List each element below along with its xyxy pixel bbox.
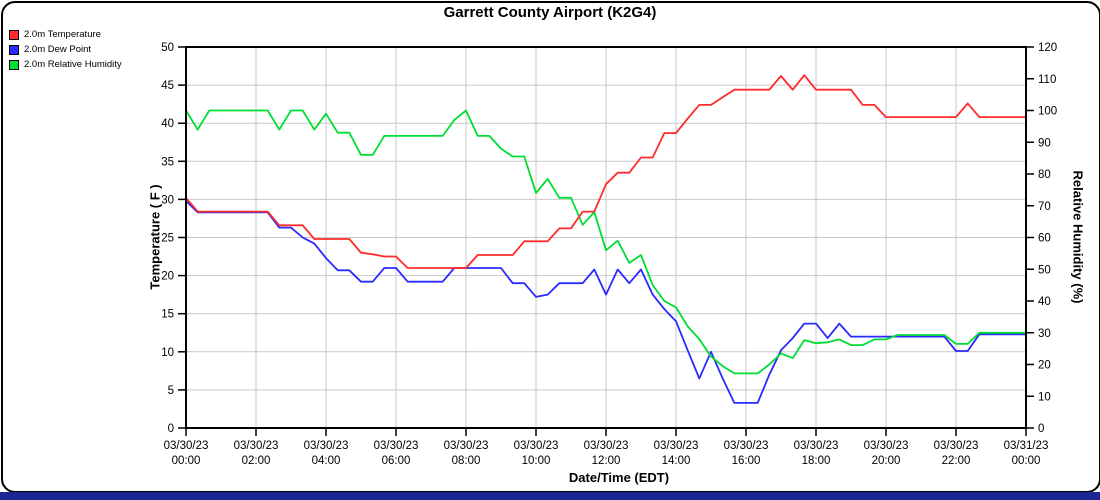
y-right-tick-label: 60 bbox=[1038, 233, 1051, 245]
y-right-tick-label: 70 bbox=[1038, 201, 1051, 213]
x-tick-label-time: 10:00 bbox=[522, 455, 551, 467]
y-left-tick-label: 30 bbox=[161, 194, 174, 206]
y-right-tick-label: 30 bbox=[1038, 328, 1051, 340]
y-left-tick-label: 50 bbox=[161, 42, 174, 54]
x-tick-label-time: 22:00 bbox=[942, 455, 971, 467]
x-tick-label-date: 03/30/23 bbox=[794, 440, 839, 452]
x-tick-label-date: 03/30/23 bbox=[724, 440, 769, 452]
x-tick-label-time: 00:00 bbox=[1012, 455, 1041, 467]
y-right-tick-label: 100 bbox=[1038, 106, 1057, 118]
x-tick-label-date: 03/30/23 bbox=[934, 440, 979, 452]
y-left-tick-label: 15 bbox=[161, 309, 174, 321]
y-right-tick-label: 0 bbox=[1038, 423, 1044, 435]
legend-item-1: 2.0m Dew Point bbox=[9, 42, 122, 57]
legend-label: 2.0m Relative Humidity bbox=[24, 59, 122, 70]
x-tick-label-date: 03/30/23 bbox=[234, 440, 279, 452]
x-tick-label-date: 03/30/23 bbox=[164, 440, 209, 452]
x-tick-label-date: 03/30/23 bbox=[864, 440, 909, 452]
bottom-window-strip bbox=[0, 492, 1100, 500]
x-tick-label-time: 00:00 bbox=[172, 455, 201, 467]
y-left-tick-label: 35 bbox=[161, 156, 174, 168]
y-left-tick-label: 40 bbox=[161, 118, 174, 130]
x-axis-label-datetime: Date/Time (EDT) bbox=[568, 470, 670, 485]
y-right-tick-label: 90 bbox=[1038, 137, 1051, 149]
x-tick-label-date: 03/30/23 bbox=[374, 440, 419, 452]
x-tick-label-time: 08:00 bbox=[452, 455, 481, 467]
y-right-tick-label: 50 bbox=[1038, 264, 1051, 276]
x-tick-label-time: 18:00 bbox=[802, 455, 831, 467]
y-right-tick-label: 20 bbox=[1038, 360, 1051, 372]
chart-title: Garrett County Airport (K2G4) bbox=[443, 4, 657, 21]
legend-item-0: 2.0m Temperature bbox=[9, 27, 122, 42]
legend-label: 2.0m Dew Point bbox=[24, 44, 92, 55]
y-left-tick-label: 25 bbox=[161, 233, 174, 245]
y-right-tick-label: 40 bbox=[1038, 296, 1051, 308]
y-left-tick-label: 0 bbox=[168, 423, 174, 435]
y-left-tick-label: 10 bbox=[161, 347, 174, 359]
y-left-tick-label: 20 bbox=[161, 271, 174, 283]
series-line-2-0m-dew-point bbox=[185, 200, 1026, 404]
x-tick-label-time: 02:00 bbox=[242, 455, 271, 467]
legend-item-2: 2.0m Relative Humidity bbox=[9, 57, 122, 72]
x-tick-label-date: 03/30/23 bbox=[444, 440, 489, 452]
x-tick-label-time: 16:00 bbox=[732, 455, 761, 467]
legend-swatch-icon bbox=[9, 29, 19, 40]
y-right-tick-label: 110 bbox=[1038, 74, 1056, 86]
x-tick-label-date: 03/30/23 bbox=[304, 440, 349, 452]
x-tick-label-time: 14:00 bbox=[662, 455, 691, 467]
y-right-tick-label: 10 bbox=[1038, 391, 1051, 403]
x-tick-label-time: 04:00 bbox=[312, 455, 341, 467]
y-right-tick-label: 80 bbox=[1038, 169, 1051, 181]
y-right-tick-label: 120 bbox=[1038, 42, 1057, 54]
x-tick-label-time: 20:00 bbox=[872, 455, 901, 467]
x-tick-label-time: 06:00 bbox=[382, 455, 411, 467]
x-tick-label-date: 03/30/23 bbox=[584, 440, 629, 452]
x-tick-label-date: 03/30/23 bbox=[654, 440, 699, 452]
legend-swatch-icon bbox=[9, 59, 19, 70]
legend-swatch-icon bbox=[9, 44, 19, 55]
y-left-tick-label: 5 bbox=[168, 385, 174, 397]
series-line-2-0m-relative-humidity bbox=[185, 109, 1026, 375]
x-tick-label-date: 03/30/23 bbox=[514, 440, 559, 452]
chart-legend: 2.0m Temperature 2.0m Dew Point 2.0m Relat… bbox=[9, 27, 122, 72]
x-tick-label-date: 03/31/23 bbox=[1004, 440, 1049, 452]
x-tick-label-time: 12:00 bbox=[592, 455, 621, 467]
y-left-tick-label: 45 bbox=[161, 80, 174, 92]
legend-label: 2.0m Temperature bbox=[24, 29, 101, 40]
series-line-2-0m-temperature bbox=[185, 74, 1026, 269]
